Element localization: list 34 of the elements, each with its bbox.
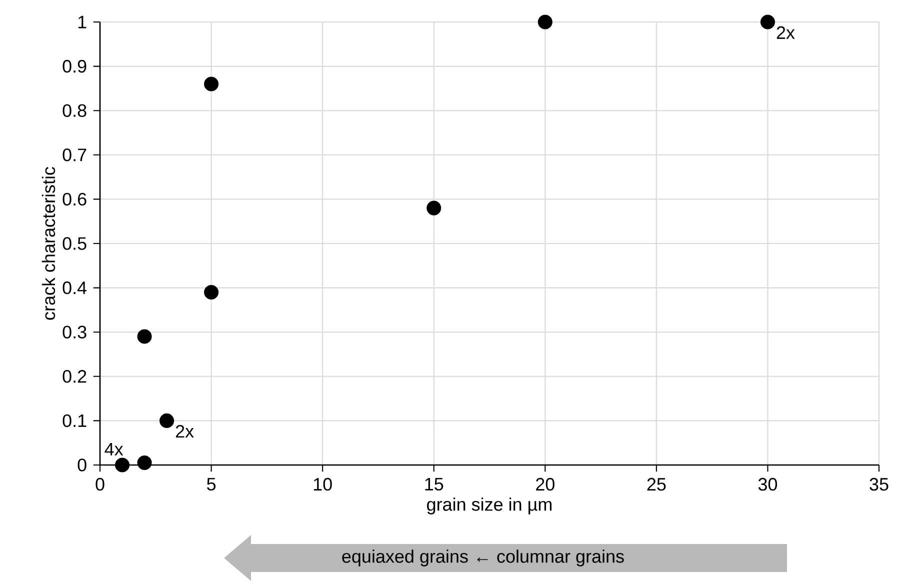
y-tick-label: 0.5	[62, 237, 86, 250]
x-tick-label: 15	[425, 478, 444, 490]
y-tick-label: 0.8	[62, 104, 86, 117]
text: equiaxed grains ← columnar grains	[342, 550, 624, 566]
x-axis-title: grain size in µm	[427, 498, 552, 514]
y-tick-label: 0.9	[62, 60, 86, 73]
y-tick-label: 0.3	[62, 326, 86, 338]
point	[114, 458, 130, 472]
y-tick-label: 1	[78, 16, 86, 28]
point	[760, 14, 775, 30]
point	[204, 284, 219, 300]
y-tick-label: 0.2	[62, 370, 86, 383]
annotation: 2x	[176, 424, 194, 438]
point	[538, 14, 552, 30]
y-tick-label: 0.7	[62, 148, 86, 162]
point	[160, 413, 174, 428]
point	[426, 200, 442, 216]
annotation: 2x	[776, 26, 795, 39]
point	[204, 76, 219, 92]
x-tick-label: 0	[96, 478, 104, 491]
point	[137, 329, 152, 344]
x-tick-label: 10	[314, 478, 332, 491]
point	[137, 456, 152, 470]
y-tick-label: 0	[78, 458, 86, 472]
x-tick-label: 5	[206, 478, 216, 490]
y-tick-label: 0.4	[62, 281, 87, 294]
x-tick-label: 20	[536, 478, 554, 491]
x-tick-label: 30	[758, 478, 778, 491]
x-tick-label: 35	[870, 478, 888, 491]
annotation: 4x	[104, 443, 124, 456]
y-tick-label: 0.1	[62, 414, 86, 428]
y-tick-label: 0.6	[62, 192, 86, 206]
y-axis-title: crack characteristic	[42, 166, 56, 320]
x-tick-label: 25	[647, 478, 666, 491]
